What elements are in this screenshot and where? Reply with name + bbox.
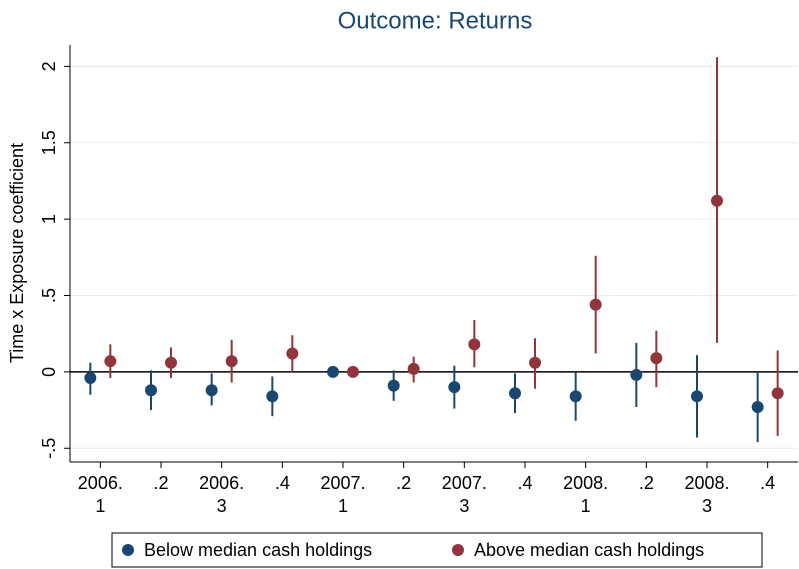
y-tick-label: 0	[39, 367, 59, 377]
point	[630, 368, 643, 381]
point	[771, 387, 784, 400]
point	[327, 365, 339, 378]
x-tick-label: 3	[217, 496, 227, 516]
x-tick-label: .2	[639, 473, 654, 493]
point	[286, 347, 299, 360]
point	[589, 298, 602, 311]
point	[529, 356, 541, 369]
point	[751, 401, 764, 414]
x-tick-label: 3	[459, 496, 469, 516]
x-tick-label: .4	[760, 473, 775, 493]
point	[387, 379, 400, 392]
x-tick-label: 1	[581, 496, 591, 516]
x-tick-label: .2	[153, 473, 168, 493]
point	[165, 356, 177, 369]
x-tick-label: 2007.	[320, 473, 365, 493]
chart-title: Outcome: Returns	[338, 7, 533, 34]
x-tick-label: .2	[396, 473, 411, 493]
point	[266, 390, 279, 403]
legend-label: Above median cash holdings	[474, 540, 704, 560]
x-tick-label: .4	[275, 473, 290, 493]
y-tick-label: 2	[39, 61, 59, 71]
point	[468, 338, 481, 351]
x-tick-label: 1	[338, 496, 348, 516]
point	[448, 381, 461, 394]
legend-label: Below median cash holdings	[144, 540, 372, 560]
point	[84, 371, 97, 384]
x-tick-label: 2006.	[78, 473, 123, 493]
x-tick-label: 1	[95, 496, 105, 516]
point	[407, 362, 420, 375]
x-tick-label: 2007.	[442, 473, 487, 493]
x-tick-label: 2008.	[684, 473, 729, 493]
point	[569, 390, 582, 403]
y-tick-label: 1.5	[39, 130, 59, 155]
point	[347, 365, 359, 378]
legend-box	[111, 532, 763, 568]
point	[104, 355, 117, 368]
point	[691, 390, 703, 403]
point	[205, 384, 218, 397]
legend-marker	[122, 544, 134, 556]
point	[711, 194, 723, 207]
x-tick-label: 3	[702, 496, 712, 516]
legend-marker	[452, 544, 464, 556]
x-tick-label: 2008.	[563, 473, 608, 493]
y-tick-label: .5	[39, 288, 59, 303]
point	[225, 355, 238, 368]
y-axis-title: Time x Exposure coefficient	[7, 143, 27, 363]
x-tick-label: 2006.	[199, 473, 244, 493]
x-tick-label: .4	[517, 473, 532, 493]
point	[650, 352, 663, 365]
y-tick-label: 1	[39, 214, 59, 224]
y-tick-label: -.5	[39, 438, 59, 459]
point	[145, 384, 157, 397]
point	[509, 387, 521, 400]
